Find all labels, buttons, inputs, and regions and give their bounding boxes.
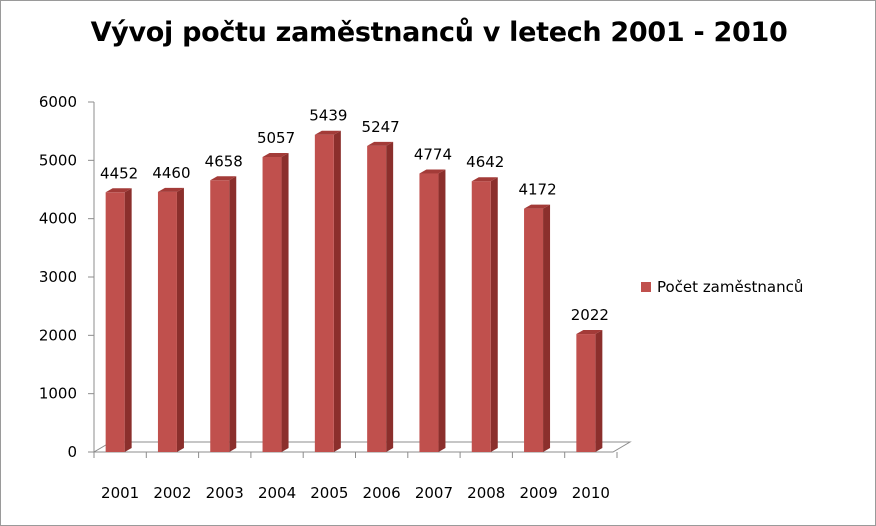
bar-top-2003 — [210, 176, 237, 181]
bar-side-2007 — [438, 169, 446, 452]
x-label-2004: 2004 — [258, 484, 296, 502]
bar-2004 — [262, 157, 282, 452]
y-tick-label-6: 6000 — [39, 93, 77, 111]
data-label-2001: 4452 — [100, 164, 138, 182]
y-tick-label-0: 0 — [67, 443, 77, 461]
y-tick-label-3: 3000 — [39, 268, 77, 286]
x-label-2009: 2009 — [519, 484, 557, 502]
data-label-2003: 4658 — [205, 152, 243, 170]
bar-side-2009 — [543, 204, 551, 452]
chart-title: Vývoj počtu zaměstnanců v letech 2001 - … — [90, 17, 788, 48]
y-tick-label-1: 1000 — [39, 385, 77, 403]
x-label-2003: 2003 — [206, 484, 244, 502]
legend: Počet zaměstnanců — [641, 278, 803, 296]
bar-top-2002 — [157, 187, 184, 192]
data-label-2010: 2022 — [571, 306, 609, 324]
x-label-2001: 2001 — [101, 484, 139, 502]
x-label-2010: 2010 — [572, 484, 610, 502]
bar-top-2005 — [314, 130, 341, 135]
bar-top-2008 — [471, 177, 498, 182]
y-tick-label-2: 2000 — [39, 326, 77, 344]
data-label-2004: 5057 — [257, 129, 295, 147]
x-label-2008: 2008 — [467, 484, 505, 502]
bar-2008 — [471, 181, 491, 452]
bar-side-2005 — [333, 130, 341, 452]
x-label-2006: 2006 — [363, 484, 401, 502]
bar-top-2010 — [576, 330, 603, 335]
bar-top-2006 — [367, 141, 394, 146]
data-label-2008: 4642 — [466, 153, 504, 171]
bar-2009 — [524, 208, 544, 452]
y-tick-label-5: 5000 — [39, 151, 77, 169]
bar-side-2006 — [386, 141, 394, 453]
bar-top-2001 — [105, 188, 132, 193]
bar-top-2004 — [262, 153, 289, 158]
bar-side-2010 — [595, 330, 603, 452]
x-label-2002: 2002 — [153, 484, 191, 502]
data-label-2005: 5439 — [309, 107, 347, 125]
legend-label: Počet zaměstnanců — [657, 278, 804, 296]
bar-top-2009 — [524, 204, 551, 209]
bar-2010 — [576, 334, 596, 452]
legend-swatch — [641, 282, 651, 292]
y-tick-label-4: 4000 — [39, 210, 77, 228]
x-label-2007: 2007 — [415, 484, 453, 502]
bar-2001 — [105, 192, 125, 453]
bar-2003 — [210, 180, 230, 453]
data-label-2002: 4460 — [152, 164, 190, 182]
bar-side-2003 — [229, 176, 237, 453]
data-label-2009: 4172 — [518, 181, 556, 199]
bar-2005 — [314, 134, 334, 452]
bar-side-2002 — [176, 187, 184, 453]
bar-top-2007 — [419, 169, 446, 174]
bar-2007 — [419, 173, 439, 452]
bar-side-2008 — [490, 177, 498, 452]
bar-2002 — [157, 191, 177, 453]
bar-side-2004 — [281, 153, 289, 452]
data-label-2007: 4774 — [414, 146, 452, 164]
x-label-2005: 2005 — [310, 484, 348, 502]
bar-side-2001 — [124, 188, 132, 453]
data-label-2006: 5247 — [362, 118, 400, 136]
bar-2006 — [367, 145, 387, 453]
